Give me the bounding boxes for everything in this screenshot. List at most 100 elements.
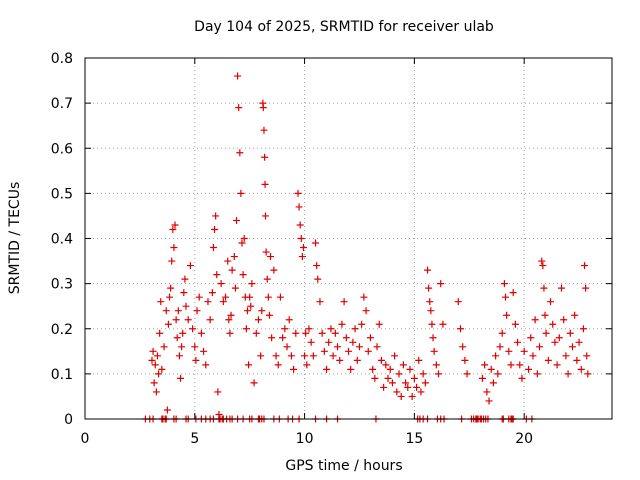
data-point — [298, 253, 306, 261]
data-point — [492, 352, 500, 360]
data-point — [404, 383, 412, 391]
data-point — [234, 72, 242, 80]
y-tick-label: 0.2 — [51, 322, 73, 338]
data-point — [151, 361, 159, 369]
data-point — [152, 388, 160, 396]
data-point — [498, 329, 506, 337]
x-tick-label: 10 — [296, 431, 314, 447]
data-point — [222, 293, 230, 301]
data-point — [153, 352, 161, 360]
data-point — [415, 356, 423, 364]
data-point — [202, 361, 210, 369]
data-point — [424, 266, 432, 274]
data-point — [538, 257, 546, 265]
data-point — [169, 225, 177, 233]
data-point — [252, 329, 260, 337]
data-point — [483, 388, 491, 396]
data-point — [268, 334, 276, 342]
data-point — [166, 293, 174, 301]
data-point — [391, 352, 399, 360]
chart-title: Day 104 of 2025, SRMTID for receiver ula… — [194, 19, 494, 35]
data-point — [292, 329, 300, 337]
data-point — [239, 271, 247, 279]
data-point — [248, 280, 256, 288]
data-point — [177, 374, 185, 382]
data-point — [428, 320, 436, 328]
y-tick-label: 0.7 — [51, 96, 73, 112]
data-point — [172, 316, 180, 324]
data-point — [581, 262, 589, 270]
data-point — [238, 239, 246, 247]
data-point — [186, 262, 194, 270]
data-point — [261, 153, 269, 161]
data-point — [182, 302, 190, 310]
data-point — [265, 311, 273, 319]
y-tick-label: 0.5 — [51, 186, 73, 202]
data-point — [170, 244, 178, 252]
data-point — [487, 365, 495, 373]
data-point — [270, 266, 278, 274]
data-point — [163, 406, 171, 414]
data-point — [340, 298, 348, 306]
data-point — [155, 370, 163, 378]
data-point — [209, 244, 217, 252]
data-point — [156, 329, 164, 337]
data-point — [180, 289, 188, 297]
data-point — [421, 379, 429, 387]
data-point — [164, 320, 172, 328]
data-point — [544, 356, 552, 364]
data-point — [233, 216, 241, 224]
data-point — [575, 338, 583, 346]
data-point — [274, 361, 282, 369]
data-point — [459, 343, 467, 351]
data-point — [237, 189, 245, 197]
data-point — [360, 293, 368, 301]
y-tick-label: 0.8 — [51, 51, 73, 67]
data-point — [157, 298, 165, 306]
data-point — [435, 370, 443, 378]
y-tick-label: 0.1 — [51, 367, 73, 383]
data-point — [323, 365, 331, 373]
data-point — [516, 361, 524, 369]
data-point — [195, 293, 203, 301]
data-point — [564, 370, 572, 378]
data-point — [204, 298, 212, 306]
data-point — [197, 329, 205, 337]
data-point — [168, 257, 176, 265]
data-point — [318, 329, 326, 337]
data-point — [276, 293, 284, 301]
data-point — [413, 383, 421, 391]
data-point — [331, 329, 339, 337]
data-point — [349, 338, 357, 346]
data-point — [547, 298, 555, 306]
data-point — [454, 298, 462, 306]
data-point — [551, 338, 559, 346]
data-point — [316, 298, 324, 306]
data-point — [235, 104, 243, 112]
data-point — [429, 334, 437, 342]
data-point — [219, 298, 227, 306]
x-tick-label: 5 — [190, 431, 199, 447]
data-point — [230, 253, 238, 261]
data-point — [540, 284, 548, 292]
data-point — [242, 325, 250, 333]
data-point — [231, 284, 239, 292]
data-point — [254, 316, 262, 324]
data-point — [314, 275, 322, 283]
data-point — [178, 343, 186, 351]
data-point — [351, 325, 359, 333]
data-point — [250, 379, 258, 387]
y-tick-label: 0.3 — [51, 277, 73, 293]
data-point — [463, 370, 471, 378]
data-point — [297, 235, 305, 242]
data-point — [358, 320, 366, 328]
data-point — [174, 307, 182, 315]
data-point — [369, 365, 377, 373]
data-point — [305, 325, 313, 333]
data-point — [410, 374, 418, 382]
data-point — [573, 356, 581, 364]
data-point — [236, 149, 244, 157]
data-point — [386, 365, 394, 373]
data-point — [208, 289, 216, 297]
x-tick-label: 20 — [515, 431, 533, 447]
